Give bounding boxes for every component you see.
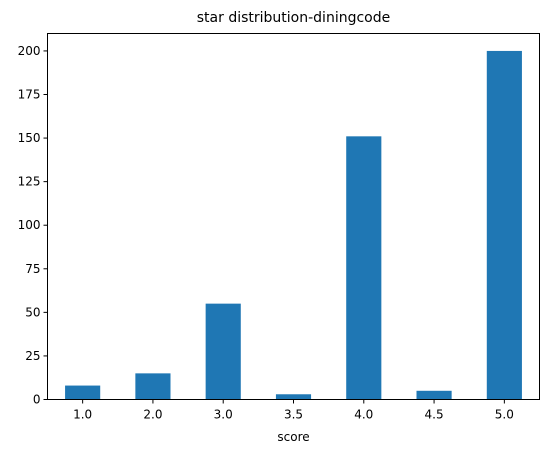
chart-title: star distribution-diningcode <box>197 10 390 26</box>
y-tick-label: 150 <box>18 131 41 145</box>
x-tick-label: 4.0 <box>354 408 373 422</box>
x-tick-label: 3.5 <box>284 408 303 422</box>
y-tick-label: 175 <box>18 88 41 102</box>
y-tick-label: 100 <box>18 218 41 232</box>
x-tick-label: 5.0 <box>495 408 514 422</box>
x-tick-label: 1.0 <box>73 408 92 422</box>
bar-5.0 <box>486 50 522 400</box>
bar-3.5 <box>275 394 312 400</box>
y-axis: 0 25 50 75 100 125 150 175 200 <box>18 44 48 407</box>
y-tick-label: 75 <box>25 262 40 276</box>
bar-4.5 <box>416 390 452 400</box>
x-axis: 1.0 2.0 3.0 3.5 4.0 4.5 5.0 <box>73 399 514 422</box>
x-axis-label: score <box>277 430 309 444</box>
x-tick-label: 3.0 <box>214 408 233 422</box>
plot-frame <box>47 33 540 400</box>
bar-3.0 <box>205 303 241 400</box>
y-tick-label: 125 <box>18 175 41 189</box>
y-tick-label: 0 <box>33 393 41 407</box>
bar-2.0 <box>135 373 171 400</box>
bar-4.0 <box>346 136 382 400</box>
bar-1.0 <box>65 385 101 400</box>
y-tick-label: 50 <box>25 305 40 319</box>
x-tick-label: 4.5 <box>425 408 444 422</box>
x-tick-label: 2.0 <box>143 408 162 422</box>
y-tick-label: 200 <box>18 44 41 58</box>
bars-group <box>65 50 522 400</box>
y-tick-label: 25 <box>25 349 40 363</box>
